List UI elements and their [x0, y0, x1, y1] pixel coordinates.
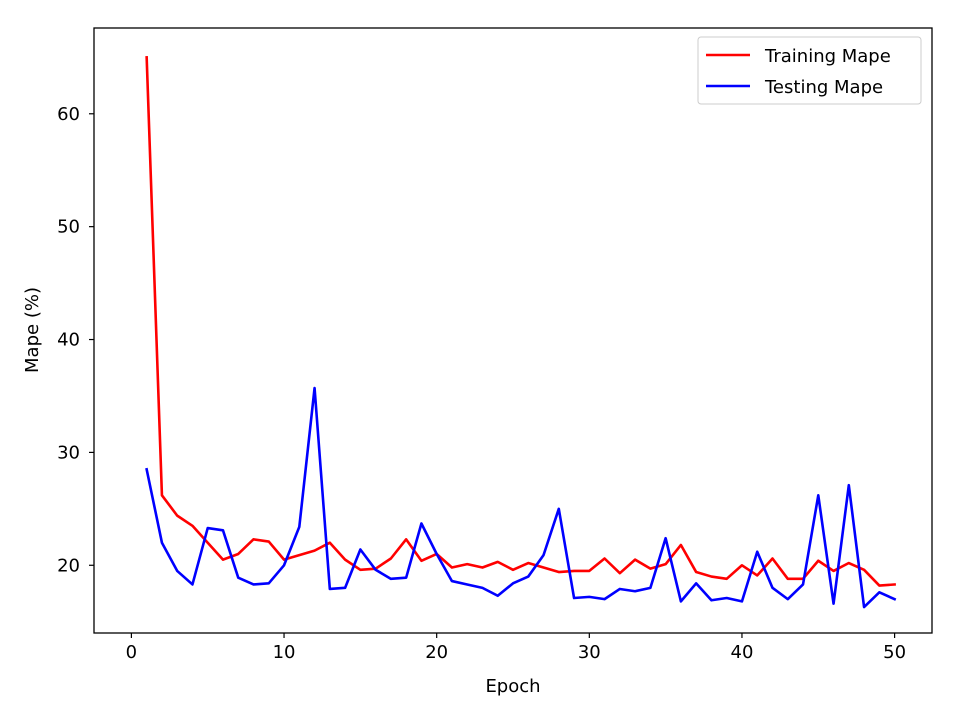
y-tick-label: 50 — [57, 217, 80, 238]
x-tick-label: 40 — [731, 642, 754, 663]
x-tick-label: 30 — [578, 642, 601, 663]
x-tick-label: 20 — [425, 642, 448, 663]
x-tick-label: 10 — [273, 642, 296, 663]
x-axis-label: Epoch — [485, 676, 540, 697]
y-tick-label: 20 — [57, 555, 80, 576]
legend: Training Mape Testing Mape — [697, 36, 922, 105]
x-tick-label: 0 — [126, 642, 137, 663]
plot-area — [145, 56, 897, 609]
y-tick-label: 60 — [57, 104, 80, 125]
y-tick-label: 40 — [57, 330, 80, 351]
plot-frame — [93, 27, 933, 634]
legend-label-1: Training Mape — [764, 46, 891, 67]
legend-box — [697, 36, 922, 105]
x-tick-label: 50 — [883, 642, 906, 663]
series-line-2 — [145, 386, 897, 609]
axis-ticks: 0 10 20 30 40 50 20 30 40 50 60 — [57, 104, 906, 663]
series-line-1 — [145, 56, 896, 587]
legend-label-2: Testing Mape — [764, 77, 883, 98]
y-tick-label: 30 — [57, 442, 80, 463]
y-axis-label: Mape (%) — [22, 287, 43, 373]
